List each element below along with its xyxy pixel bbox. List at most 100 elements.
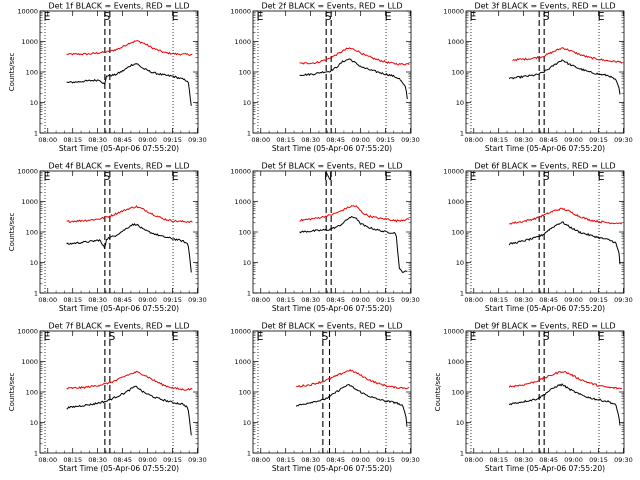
event-marker-label: S (108, 330, 115, 343)
x-tick-label: 09:15 (589, 456, 608, 464)
y-tick-label: 10000 (17, 168, 38, 176)
lld-trace (299, 47, 410, 66)
y-tick-label: 10000 (230, 168, 251, 176)
x-tick-label: 08:15 (63, 296, 82, 304)
lld-trace (66, 205, 193, 224)
x-tick-label: 08:15 (489, 296, 508, 304)
y-tick-label: 10 (30, 419, 38, 427)
event-marker-label: S (325, 10, 332, 23)
x-tick-label: 08:30 (88, 456, 107, 464)
x-tick-label: 08:45 (113, 136, 132, 144)
y-tick-label: 10 (30, 259, 38, 267)
x-tick-label: 08:45 (113, 296, 132, 304)
y-tick-label: 10 (30, 99, 38, 107)
lld-trace (512, 47, 623, 64)
chart-title: Det 8f BLACK = Events, RED = LLD (261, 322, 402, 331)
lld-trace (296, 369, 410, 390)
y-tick-label: 10000 (230, 328, 251, 336)
x-tick-label: 08:15 (489, 456, 508, 464)
y-tick-label: 100 (26, 229, 38, 237)
x-axis-title: Start Time (05-Apr-06 07:55:20) (485, 464, 605, 473)
x-tick-label: 08:45 (539, 456, 558, 464)
x-tick-label: 08:00 (464, 456, 483, 464)
x-tick-label: 08:00 (464, 296, 483, 304)
x-tick-label: 08:15 (276, 296, 295, 304)
x-tick-label: 08:00 (38, 456, 57, 464)
y-tick-label: 10000 (17, 328, 38, 336)
events-trace (299, 216, 408, 273)
y-axis-title: Counts/sec (8, 53, 16, 92)
x-tick-label: 09:00 (138, 296, 157, 304)
event-marker-label: E (172, 10, 179, 23)
x-axis-title: Start Time (05-Apr-06 07:55:20) (272, 304, 392, 313)
events-trace (508, 59, 621, 95)
chart-panel: Det 1f BLACK = Events, RED = LLD 1 10 100 10… (8, 2, 207, 154)
plot-frame (39, 330, 199, 454)
x-tick-label: 08:45 (539, 136, 558, 144)
y-tick-label: 10000 (443, 8, 464, 16)
y-tick-label: 1 (34, 450, 38, 458)
x-axis-title: Start Time (05-Apr-06 07:55:20) (59, 144, 179, 153)
x-tick-label: 09:30 (614, 296, 633, 304)
y-axis-title: Counts/sec (434, 373, 442, 412)
plot-frame (465, 170, 625, 294)
event-marker-label: E (470, 10, 477, 23)
events-trace (299, 58, 408, 100)
x-tick-label: 09:15 (163, 456, 182, 464)
x-tick-label: 09:00 (564, 456, 583, 464)
x-axis-title: Start Time (05-Apr-06 07:55:20) (59, 304, 179, 313)
x-tick-label: 08:30 (88, 136, 107, 144)
x-tick-label: 09:00 (351, 136, 370, 144)
plot-frame (252, 330, 412, 454)
event-marker-label: S (321, 330, 328, 343)
x-tick-label: 09:00 (138, 136, 157, 144)
chart-panel: Det 5f BLACK = Events, RED = LLD 1 10 100 10… (230, 162, 420, 314)
event-marker-label: E (44, 330, 51, 343)
x-tick-label: 09:15 (376, 296, 395, 304)
x-axis-title: Start Time (05-Apr-06 07:55:20) (485, 304, 605, 313)
y-tick-label: 100 (26, 69, 38, 77)
y-tick-label: 1 (460, 450, 464, 458)
y-tick-label: 1000 (447, 198, 464, 206)
plot-frame (39, 170, 199, 294)
x-tick-label: 09:00 (138, 456, 157, 464)
x-tick-label: 08:30 (514, 296, 533, 304)
events-trace (66, 223, 192, 273)
chart-title: Det 1f BLACK = Events, RED = LLD (48, 2, 189, 11)
event-marker-label: E (598, 170, 605, 183)
lld-trace (66, 39, 193, 56)
event-marker-label: E (44, 170, 51, 183)
event-marker-label: E (598, 330, 605, 343)
chart-panel: Det 3f BLACK = Events, RED = LLD 1 10 100 10… (443, 2, 633, 154)
y-tick-label: 1 (247, 450, 251, 458)
lld-trace (509, 207, 623, 225)
chart-panel: Det 9f BLACK = Events, RED = LLD 1 10 100 10… (434, 322, 633, 474)
x-tick-label: 09:30 (614, 136, 633, 144)
x-tick-label: 08:30 (88, 296, 107, 304)
y-tick-label: 1 (460, 130, 464, 138)
lld-trace (66, 370, 193, 391)
x-tick-label: 08:45 (326, 456, 345, 464)
y-tick-label: 100 (26, 389, 38, 397)
x-tick-label: 08:15 (276, 136, 295, 144)
x-axis-title: Start Time (05-Apr-06 07:55:20) (272, 464, 392, 473)
event-marker-label: E (257, 330, 264, 343)
y-tick-label: 10 (456, 259, 464, 267)
event-marker-label: E (470, 170, 477, 183)
x-tick-label: 08:45 (326, 136, 345, 144)
x-tick-label: 09:15 (589, 136, 608, 144)
y-tick-label: 1000 (447, 358, 464, 366)
event-marker-label: E (44, 10, 51, 23)
y-tick-label: 1000 (234, 38, 251, 46)
y-tick-label: 10000 (443, 328, 464, 336)
chart-title: Det 3f BLACK = Events, RED = LLD (474, 2, 615, 11)
y-axis-title: Counts/sec (8, 213, 16, 252)
x-tick-label: 09:30 (401, 136, 420, 144)
y-tick-label: 10000 (443, 168, 464, 176)
x-tick-label: 08:45 (326, 296, 345, 304)
x-tick-label: 08:00 (38, 136, 57, 144)
events-trace (295, 383, 408, 427)
y-tick-label: 1000 (447, 38, 464, 46)
events-trace (66, 63, 192, 106)
